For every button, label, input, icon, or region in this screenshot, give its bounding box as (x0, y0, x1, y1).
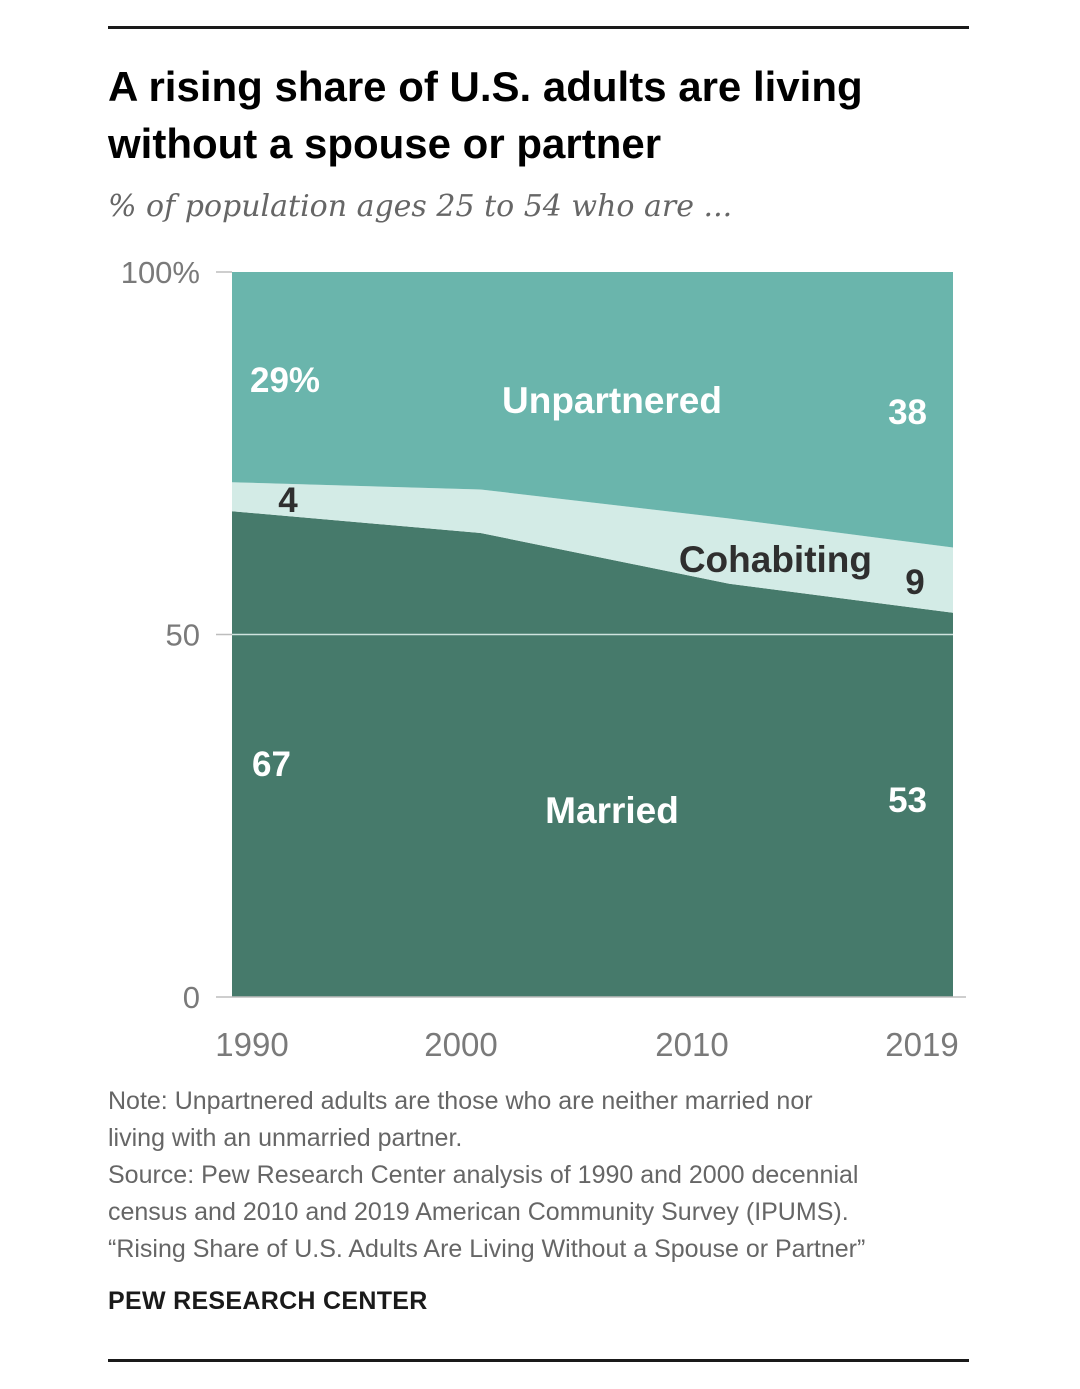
y-tick-label: 0 (183, 980, 200, 1015)
x-tick-label: 2000 (424, 1026, 497, 1063)
series-name-married: Married (545, 790, 679, 831)
gridline-layer (216, 271, 966, 998)
footnote-block: Note: Unpartnered adults are those who a… (108, 1083, 988, 1268)
brand-logo-text: PEW RESEARCH CENTER (108, 1287, 428, 1315)
data-label-layer: 29% Unpartnered 38 4 Cohabiting 9 67 Married 53 (250, 361, 927, 831)
title-line-1: A rising share of U.S. adults are living (108, 63, 863, 110)
title-line-2: without a spouse or partner (108, 120, 662, 167)
top-rule (108, 26, 969, 29)
note-line-1: Note: Unpartnered adults are those who a… (108, 1087, 813, 1115)
label-unpartnered-2019: 38 (888, 393, 927, 432)
chart-subtitle: % of population ages 25 to 54 who are ..… (108, 189, 733, 224)
source-line-1: Source: Pew Research Center analysis of … (108, 1161, 859, 1189)
y-tick-label: 100% (121, 255, 200, 290)
label-cohabiting-2019: 9 (905, 563, 924, 602)
x-axis: 1990 2000 2010 2019 (215, 1026, 958, 1063)
note-line-2: living with an unmarried partner. (108, 1124, 463, 1152)
area-layer (232, 272, 953, 997)
label-unpartnered-1990: 29% (250, 361, 320, 400)
label-married-2019: 53 (888, 781, 927, 820)
stacked-area-chart: 0 50 100% 1990 2000 2010 2019 29% Unpartnered 3… (121, 255, 966, 1063)
label-cohabiting-1990: 4 (278, 481, 298, 520)
series-name-cohabiting: Cohabiting (679, 539, 872, 580)
area-unpartnered (232, 272, 953, 548)
y-tick-label: 50 (166, 618, 200, 653)
report-title: “Rising Share of U.S. Adults Are Living … (108, 1235, 866, 1263)
x-tick-label: 2010 (655, 1026, 728, 1063)
chart-title: A rising share of U.S. adults are living… (108, 58, 988, 172)
label-married-1990: 67 (252, 745, 291, 784)
x-tick-label: 2019 (885, 1026, 958, 1063)
area-married (232, 511, 953, 997)
y-axis: 0 50 100% (121, 255, 200, 1015)
bottom-rule (108, 1359, 969, 1362)
x-tick-label: 1990 (215, 1026, 288, 1063)
source-line-2: census and 2010 and 2019 American Commun… (108, 1198, 849, 1226)
area-cohabiting (232, 482, 953, 613)
series-name-unpartnered: Unpartnered (502, 380, 722, 421)
